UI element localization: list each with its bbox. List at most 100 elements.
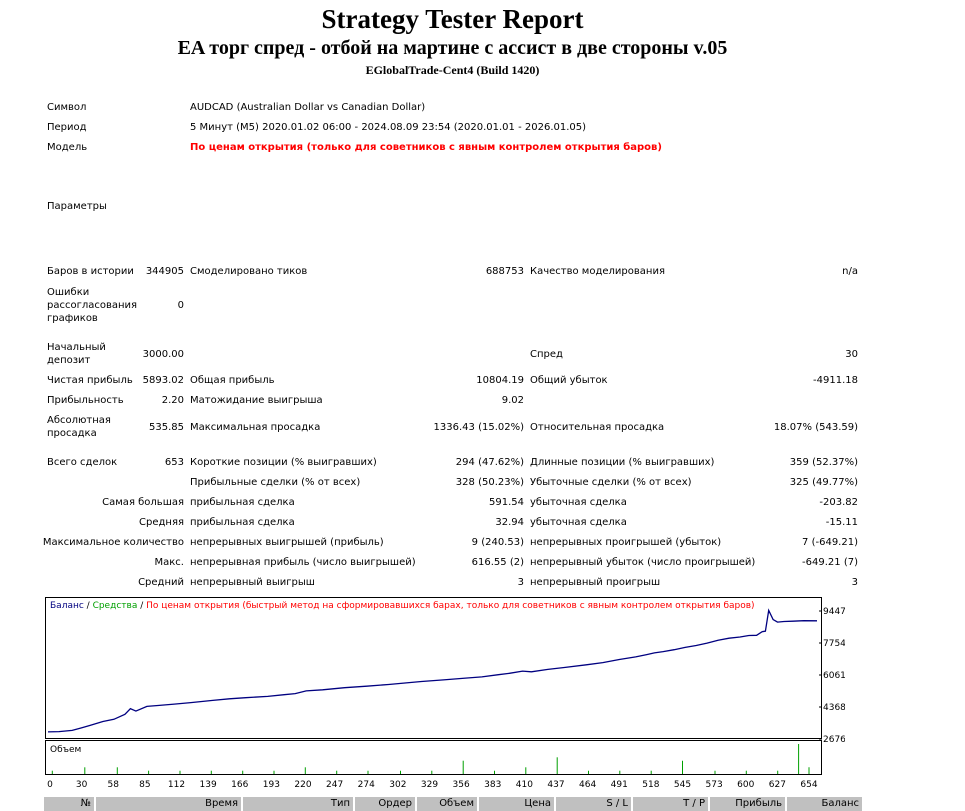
column-header[interactable]: T / P: [633, 797, 708, 811]
average-profit-value: 32.94: [495, 517, 524, 528]
bars-label: Баров в истории: [47, 266, 134, 277]
legend-equity: Средства: [93, 601, 138, 611]
average-loss-value: -15.11: [825, 517, 858, 528]
ticks-value: 688753: [485, 266, 524, 277]
avg-cons-losses-value: 3: [851, 577, 858, 588]
y-tick-label: 6061: [823, 671, 845, 681]
period-value: 5 Минут (M5) 2020.01.02 06:00 - 2024.08.…: [190, 122, 587, 133]
max-cons-losses-value: 7 (-649.21): [802, 537, 858, 548]
column-header[interactable]: Объем: [417, 797, 477, 811]
max-cons-wins-value: 9 (240.53): [471, 537, 524, 548]
x-tick-label: 30: [76, 780, 88, 790]
expected-payoff-value: 9.02: [501, 395, 524, 406]
main-panel: [45, 597, 822, 739]
max-cons-wins-label: непрерывных выигрышей (прибыль): [190, 537, 384, 548]
max-count-label: Максимальное количество: [42, 537, 184, 548]
profit-factor-value: 2.20: [161, 395, 184, 406]
largest-profit-label: прибыльная сделка: [190, 497, 295, 508]
quality-label: Качество моделирования: [530, 266, 665, 277]
column-header[interactable]: Время: [96, 797, 241, 811]
x-tick-label: 600: [737, 780, 754, 790]
y-tick-label: 9447: [823, 607, 845, 617]
x-tick-label: 139: [200, 780, 217, 790]
errors-value: 0: [177, 300, 184, 311]
deposit-value: 3000.00: [142, 349, 184, 360]
profit-trades-value: 328 (50.23%): [455, 477, 524, 488]
y-tick-label: 4368: [823, 703, 845, 713]
net-profit-label: Чистая прибыль: [47, 375, 133, 386]
ticks-label: Смоделировано тиков: [190, 266, 308, 277]
x-tick-label: 166: [231, 780, 248, 790]
legend-separator: /: [84, 601, 93, 611]
loss-trades-label: Убыточные сделки (% от всех): [530, 477, 692, 488]
server-build: EGlobalTrade-Cent4 (Build 1420): [365, 63, 540, 77]
model-label: Модель: [47, 142, 88, 153]
max-drawdown-label: Максимальная просадка: [190, 422, 321, 433]
column-header[interactable]: Ордер: [355, 797, 415, 811]
x-tick-label: 464: [579, 780, 596, 790]
x-tick-label: 193: [263, 780, 280, 790]
gross-loss-value: -4911.18: [813, 375, 858, 386]
errors-label: Ошибки рассогласования графиков: [47, 287, 138, 324]
params-label: Параметры: [47, 201, 107, 212]
spread-value: 30: [845, 349, 858, 360]
short-positions-value: 294 (47.62%): [455, 457, 524, 468]
volume-label: Объем: [50, 745, 81, 755]
max-drawdown-value: 1336.43 (15.02%): [433, 422, 524, 433]
column-header[interactable]: Баланс: [787, 797, 862, 811]
volume-panel: [45, 740, 822, 775]
expected-payoff-label: Матожидание выигрыша: [190, 395, 323, 406]
total-trades-value: 653: [164, 457, 184, 468]
y-tick-label: 2676: [823, 735, 845, 745]
column-header[interactable]: №: [44, 797, 94, 811]
x-tick-label: 654: [800, 780, 817, 790]
max-cons-loss-value: -649.21 (7): [802, 557, 858, 568]
maximal-label: Макс.: [154, 557, 184, 568]
long-positions-value: 359 (52.37%): [789, 457, 858, 468]
total-trades-label: Всего сделок: [47, 457, 118, 468]
legend-method: По ценам открытия (быстрый метод на сфор…: [146, 601, 754, 611]
x-tick-label: 274: [358, 780, 375, 790]
bars-value: 344905: [145, 266, 184, 277]
deposit-label: Начальный депозит: [47, 342, 106, 366]
abs-drawdown-value: 535.85: [149, 422, 184, 433]
x-tick-label: 58: [108, 780, 120, 790]
x-tick-label: 410: [516, 780, 533, 790]
gross-profit-label: Общая прибыль: [190, 375, 275, 386]
period-label: Период: [47, 122, 87, 133]
column-header[interactable]: Прибыль: [710, 797, 785, 811]
x-tick-label: 247: [326, 780, 343, 790]
symbol-label: Символ: [47, 102, 87, 113]
avg-cons-label: Средний: [138, 577, 184, 588]
avg-cons-losses-label: непрерывный проигрыш: [530, 577, 661, 588]
expert-name: EA торг спред - отбой на мартине с ассис…: [177, 37, 728, 59]
balance-chart: 9447 7754 6061 4368 2676 0 30 58 85 112 139 166 193…: [45, 597, 845, 790]
x-tick-label: 437: [547, 780, 564, 790]
y-tick-label: 7754: [823, 639, 845, 649]
max-cons-profit-label: непрерывная прибыль (число выигрышей): [190, 557, 416, 568]
largest-loss-value: -203.82: [819, 497, 858, 508]
x-tick-label: 491: [611, 780, 628, 790]
x-tick-label: 383: [484, 780, 501, 790]
net-profit-value: 5893.02: [142, 375, 184, 386]
avg-cons-wins-label: непрерывный выигрыш: [190, 577, 315, 588]
column-header[interactable]: S / L: [556, 797, 631, 811]
max-cons-losses-label: непрерывных проигрышей (убыток): [530, 537, 722, 548]
long-positions-label: Длинные позиции (% выигравших): [530, 457, 715, 468]
x-tick-label: 573: [706, 780, 723, 790]
profit-trades-label: Прибыльные сделки (% от всех): [190, 477, 361, 488]
report-title: Strategy Tester Report: [321, 4, 584, 34]
average-label: Средняя: [139, 517, 184, 528]
rel-drawdown-label: Относительная просадка: [530, 422, 665, 433]
largest-label: Самая большая: [102, 497, 184, 508]
model-value: По ценам открытия (только для советников…: [190, 142, 662, 153]
legend-balance: Баланс: [50, 601, 84, 611]
balance-series-line: [47, 608, 818, 733]
chart-legend: Баланс / Средства / По ценам открытия (б…: [50, 601, 755, 611]
rel-drawdown-value: 18.07% (543.59): [773, 422, 858, 433]
x-tick-label: 356: [453, 780, 470, 790]
abs-drawdown-label: Абсолютная просадка: [47, 415, 111, 439]
column-header[interactable]: Тип: [243, 797, 353, 811]
largest-loss-label: убыточная сделка: [530, 497, 627, 508]
column-header[interactable]: Цена: [479, 797, 554, 811]
